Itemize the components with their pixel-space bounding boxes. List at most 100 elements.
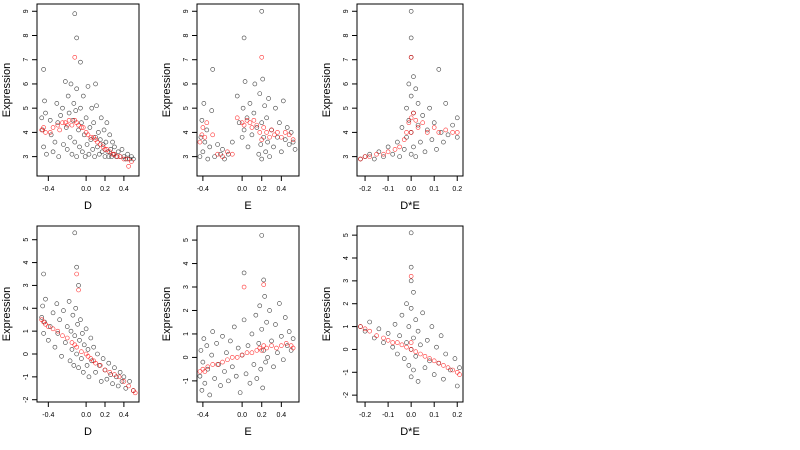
observed-point [277,301,282,306]
observed-point [390,151,396,157]
y-tick-label: 4 [23,261,30,265]
observed-point [108,372,113,377]
observed-point [47,324,53,329]
fitted-point [261,282,266,287]
fitted-point [76,122,81,128]
observed-point [209,108,215,113]
y-tick-label: 5 [343,233,350,237]
fitted-point [385,337,391,343]
observed-point [239,134,245,140]
fitted-point [408,54,414,60]
observed-point [197,154,203,159]
observed-point [249,331,255,337]
y-axis-label: Expression [1,287,13,341]
fitted-point [249,125,255,130]
observed-point [415,328,421,334]
observed-point [210,67,215,72]
observed-point [290,139,296,145]
fitted-point [85,353,91,359]
observed-point [263,149,268,155]
observed-point [408,151,414,157]
y-tick-label: 7 [183,58,190,62]
fitted-point [210,132,215,138]
observed-point [97,137,103,142]
observed-point [72,333,78,339]
observed-point [123,385,129,391]
fitted-point [443,127,449,133]
observed-point [429,324,435,329]
observed-point [411,144,416,150]
observed-point [399,312,405,318]
fitted-point [367,154,372,159]
observed-point [42,98,47,104]
x-tick-label: 0.2 [257,186,267,193]
observed-point [96,130,101,135]
points [358,8,460,162]
points [39,230,138,396]
observed-point [241,35,247,41]
y-tick-label: -1 [23,374,30,380]
plot-frame [36,3,140,177]
observed-point [220,333,225,339]
observed-point [411,74,416,79]
fitted-point [112,372,117,377]
observed-point [264,319,269,325]
observed-point [262,294,267,299]
fitted-point [450,367,455,373]
fitted-point [290,345,296,351]
observed-point [390,344,396,350]
observed-point [204,343,210,348]
observed-point [242,79,248,84]
observed-point [282,315,288,320]
observed-point [87,125,93,130]
panel-bottom-left: -0.4 0.0 0.2 0.4 -2 -1 0 1 2 3 4 5 D Expression [1,225,140,438]
observed-point [230,364,235,370]
observed-point [61,308,66,313]
fitted-point [275,130,280,135]
observed-point [205,366,211,372]
observed-point [90,147,96,152]
observed-point [55,120,61,126]
observed-point [424,337,430,343]
observed-point [367,151,372,157]
observed-point [397,333,402,339]
observed-point [258,366,264,372]
observed-point [63,79,68,84]
fitted-point [415,125,421,130]
observed-point [438,333,444,339]
observed-point [199,117,205,123]
observed-point [245,144,251,150]
observed-point [411,367,416,373]
fitted-point [64,122,70,128]
observed-point [404,340,409,345]
observed-point [110,381,115,387]
y-tick-label: 8 [183,33,190,37]
fitted-point [267,134,272,140]
observed-point [260,76,266,82]
fitted-point [420,120,425,126]
y-axis-label: Expression [321,63,333,117]
observed-point [273,105,278,111]
observed-point [63,125,69,130]
fitted-point [239,352,245,358]
observed-point [241,270,247,276]
observed-point [408,230,414,236]
fitted-point [102,367,108,373]
fitted-point [107,369,113,375]
fitted-point [197,369,203,374]
fitted-point [244,350,250,356]
observed-point [77,337,82,343]
fitted-point [269,343,274,348]
observed-point [267,308,272,313]
fitted-point [230,355,235,360]
fitted-point [88,134,94,140]
observed-point [443,101,449,106]
observed-point [434,147,439,152]
observed-point [74,264,79,270]
observed-point [452,356,458,361]
y-tick-label: 8 [23,33,30,37]
fitted-point [241,122,247,128]
fitted-point [436,130,442,135]
observed-point [406,117,412,123]
observed-point [431,120,437,126]
